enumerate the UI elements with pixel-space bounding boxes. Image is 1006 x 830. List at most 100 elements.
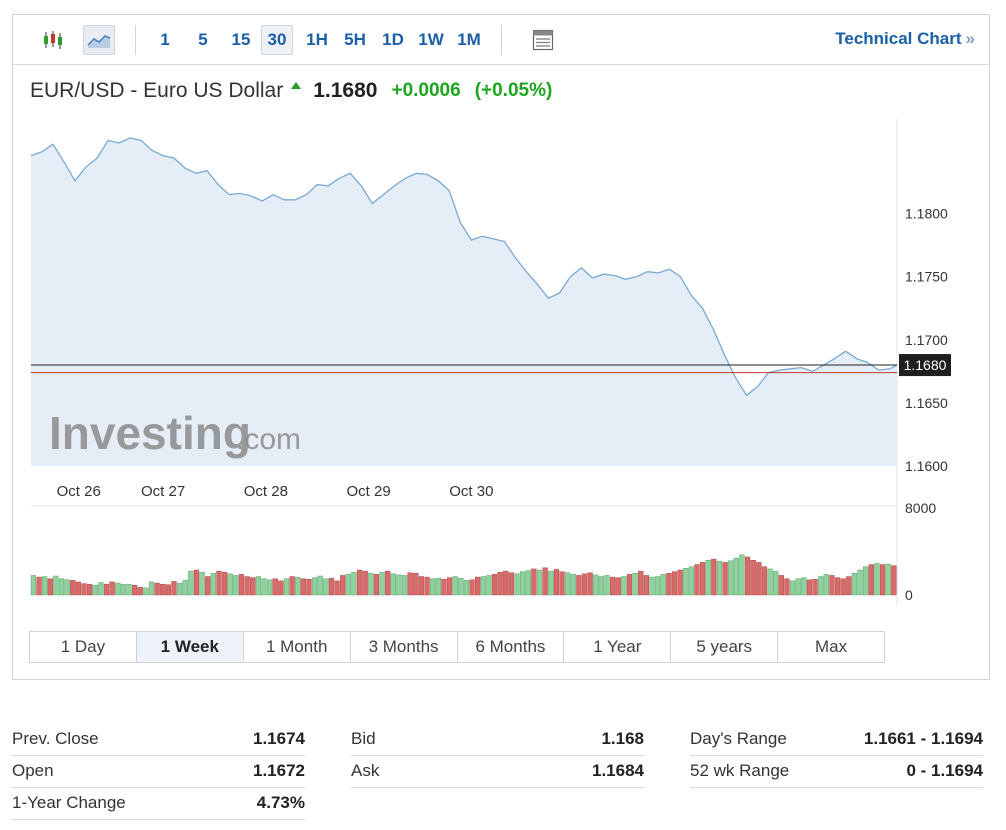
volume-bar: [53, 575, 59, 596]
stat-value: 1.1672: [253, 761, 305, 780]
volume-bar: [756, 562, 762, 596]
range-1-month[interactable]: 1 Month: [244, 632, 351, 662]
chart-toolbar: 1 5 15 30 1H 5H 1D 1W 1M Technical Chart»: [13, 15, 989, 65]
price-change-percent: (+0.05%): [474, 80, 553, 101]
volume-bar: [250, 577, 256, 596]
table-layout-icon: [532, 29, 554, 51]
last-price-tag: [899, 354, 951, 377]
x-tick-label: Oct 27: [141, 483, 185, 500]
stat-label: Prev. Close: [12, 729, 99, 748]
chart-panel: 1 5 15 30 1H 5H 1D 1W 1M Technical Chart» EUR/US…: [12, 14, 990, 680]
interval-1m[interactable]: 1M: [457, 30, 481, 49]
x-tick-label: Oct 29: [346, 483, 390, 500]
volume-bar: [109, 581, 115, 596]
volume-bar: [452, 576, 458, 596]
volume-bar: [863, 566, 869, 596]
y-tick-label: 1.1750: [905, 269, 948, 285]
price-chart[interactable]: Investing .com 1.1800 1.1750 1.1700 1.1650 1…: [13, 15, 989, 625]
volume-bar: [879, 564, 886, 596]
range-1-day[interactable]: 1 Day: [30, 632, 137, 662]
volume-bar: [418, 576, 425, 596]
volume-bar: [531, 568, 537, 596]
price-change: +0.0006: [391, 80, 461, 101]
volume-bar: [789, 580, 796, 596]
volume-bar: [874, 563, 880, 596]
volume-bar: [401, 575, 408, 596]
toolbar-divider: [501, 25, 502, 55]
interval-1h[interactable]: 1H: [306, 30, 328, 49]
volume-bar: [300, 578, 306, 596]
range-3-months[interactable]: 3 Months: [351, 632, 458, 662]
volume-bar: [345, 574, 351, 596]
stat-label: Ask: [351, 761, 380, 780]
volume-bar: [812, 579, 818, 596]
volume-bar: [115, 582, 121, 596]
volume-bar: [610, 576, 616, 596]
volume-bar: [42, 576, 48, 596]
volume-bar: [683, 568, 689, 596]
volume-bar: [548, 570, 554, 596]
stat-label: Bid: [351, 729, 376, 748]
up-arrow-icon: [291, 81, 302, 89]
stat-row-prev-close: Prev. Close 1.1674: [12, 724, 305, 756]
volume-bar: [182, 580, 188, 596]
volume-bar: [132, 585, 138, 596]
volume-bar: [255, 576, 261, 596]
volume-bar: [368, 573, 374, 596]
volume-bar: [570, 574, 576, 596]
x-tick-label: Oct 28: [244, 483, 288, 500]
interval-5h[interactable]: 5H: [344, 30, 366, 49]
volume-bar: [559, 571, 565, 596]
interval-15[interactable]: 15: [231, 30, 251, 49]
interval-5[interactable]: 5: [198, 30, 208, 49]
volume-bar: [857, 569, 863, 596]
range-1-week[interactable]: 1 Week: [136, 632, 244, 662]
technical-chart-link[interactable]: Technical Chart»: [835, 29, 975, 49]
interval-1[interactable]: 1: [160, 30, 170, 49]
interval-30[interactable]: 30: [261, 25, 293, 55]
investing-watermark: Investing .com: [49, 407, 301, 459]
stat-label: 52 wk Range: [690, 761, 790, 780]
volume-bar: [553, 569, 559, 596]
stat-value: 1.1684: [592, 761, 644, 780]
range-5-years[interactable]: 5 years: [671, 632, 779, 662]
volume-bar: [126, 583, 132, 596]
volume-bar: [323, 578, 329, 596]
volume-bar: [711, 558, 717, 596]
volume-bar: [671, 571, 678, 596]
range-1-year[interactable]: 1 Year: [564, 632, 672, 662]
volume-bar: [278, 580, 284, 596]
volume-bar: [430, 578, 436, 596]
range-6-months[interactable]: 6 Months: [458, 632, 565, 662]
volume-bar: [654, 576, 661, 596]
volume-bar: [328, 577, 335, 596]
volume-bar: [621, 576, 627, 596]
technical-chart-label: Technical Chart: [835, 29, 962, 48]
volume-bar: [767, 568, 773, 596]
volume-bar: [525, 570, 531, 596]
interval-1w[interactable]: 1W: [418, 30, 444, 49]
volume-bar: [306, 579, 312, 596]
volume-bar: [508, 572, 515, 596]
volume-bar: [261, 578, 267, 596]
stat-value: 1.1674: [253, 729, 305, 748]
layout-button[interactable]: [527, 25, 559, 55]
interval-1d[interactable]: 1D: [382, 30, 404, 49]
volume-bar: [778, 575, 784, 596]
volume-bar: [390, 573, 396, 596]
volume-bar: [458, 577, 464, 596]
volume-bar: [750, 560, 756, 596]
volume-bar: [98, 582, 104, 596]
candlestick-chart-button[interactable]: [37, 25, 69, 55]
volume-bar: [92, 585, 98, 596]
volume-bar: [722, 562, 728, 596]
volume-bar: [728, 560, 734, 596]
volume-bar: [632, 573, 638, 596]
volume-bar: [834, 577, 841, 596]
range-max[interactable]: Max: [815, 637, 848, 656]
volume-bar: [177, 582, 183, 596]
area-chart-button[interactable]: [83, 25, 115, 55]
volume-bar: [47, 578, 53, 596]
volume-bar: [536, 569, 543, 596]
volume-bar: [806, 579, 813, 596]
